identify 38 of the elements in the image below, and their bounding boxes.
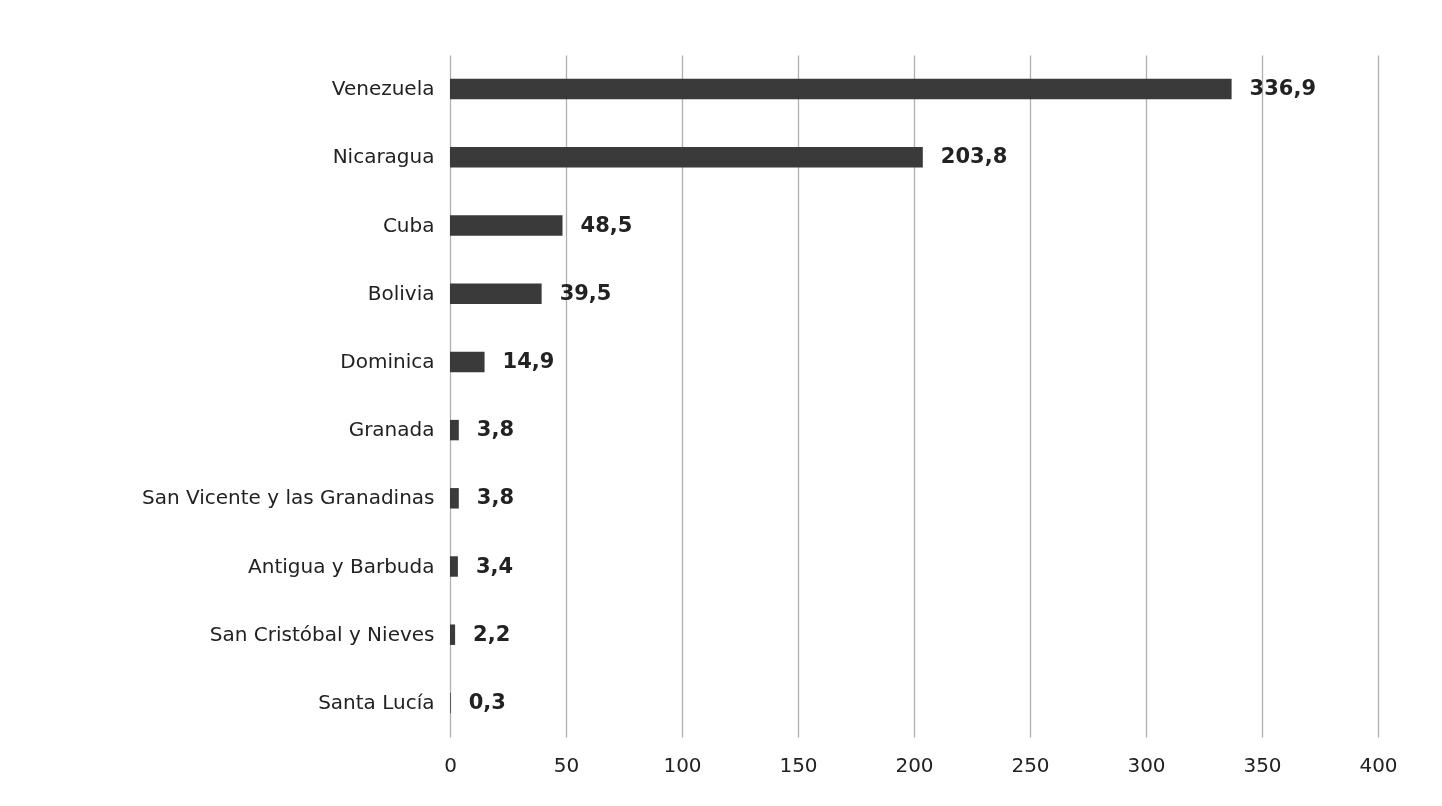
y-tick-label: Granada [348, 417, 435, 442]
data-label: 0,3 [468, 689, 506, 714]
data-label: 203,8 [940, 144, 1008, 169]
data-label: 39,5 [559, 280, 612, 305]
y-tick-label: Dominica [340, 348, 435, 373]
x-tick-label: 350 [1243, 752, 1282, 777]
data-label: 2,2 [473, 621, 511, 646]
bar [450, 351, 485, 373]
data-label: 14,9 [502, 348, 555, 373]
y-tick-label: Antigua y Barbuda [248, 553, 435, 578]
x-tick-label: 300 [1127, 752, 1166, 777]
data-label: 3,8 [476, 417, 515, 442]
bar [450, 624, 456, 645]
y-tick-label: Santa Lucía [318, 689, 435, 714]
data-label: 48,5 [580, 212, 633, 237]
data-label: 3,8 [476, 485, 515, 510]
bar [450, 488, 459, 509]
data-label: 3,4 [475, 553, 514, 578]
y-tick-label: San Vicente y las Granadinas [141, 485, 435, 510]
y-tick-label: Cuba [382, 212, 435, 237]
x-tick-label: 50 [553, 752, 580, 777]
bar [450, 147, 923, 168]
data-label: 336,9 [1249, 76, 1317, 101]
y-tick-label: Bolivia [367, 280, 435, 305]
x-tick-label: 200 [895, 752, 934, 777]
x-tick-label: 100 [663, 752, 702, 777]
bar [450, 419, 459, 441]
x-tick-label: 400 [1359, 752, 1398, 777]
x-tick-label: 150 [779, 752, 818, 777]
bar [450, 215, 563, 236]
x-tick-label: 0 [444, 752, 457, 777]
y-tick-label: Nicaragua [332, 144, 435, 169]
bar [450, 78, 1232, 100]
bar [450, 556, 458, 577]
bar [450, 283, 542, 304]
y-tick-label: Venezuela [331, 76, 435, 101]
y-tick-label: San Cristóbal y Nieves [209, 621, 435, 646]
x-tick-label: 250 [1011, 752, 1050, 777]
